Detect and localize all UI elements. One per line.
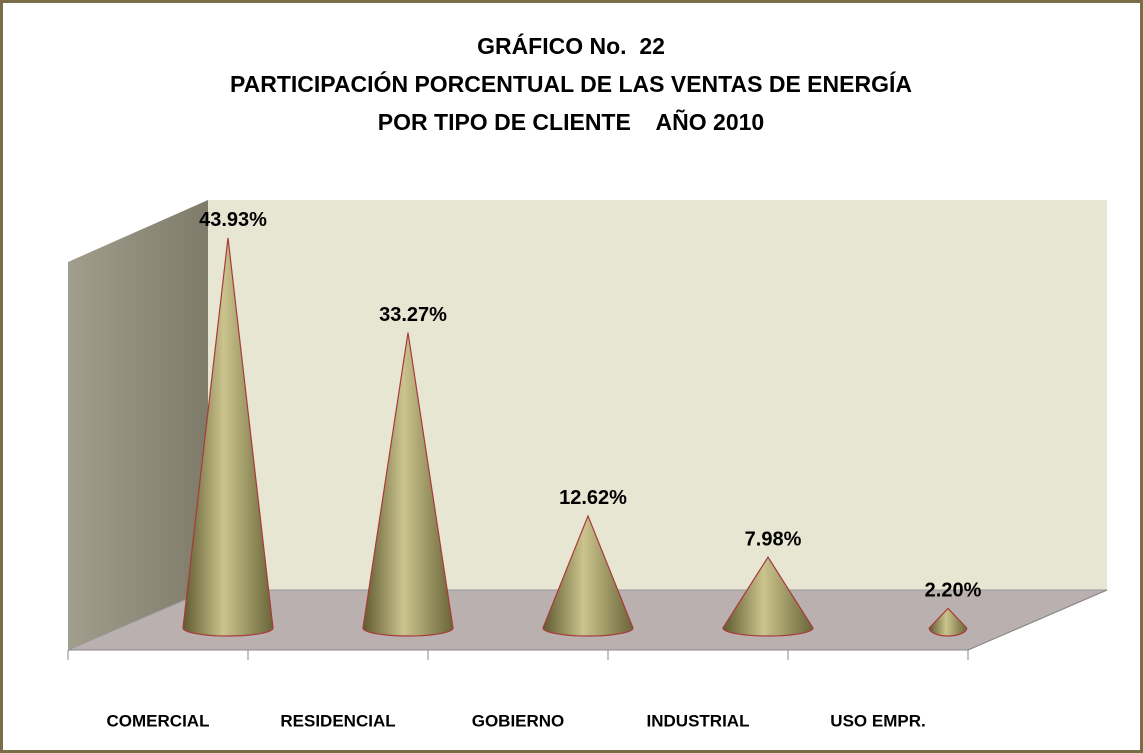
side-wall bbox=[68, 200, 208, 650]
data-label: 33.27% bbox=[379, 304, 447, 326]
x-axis-depth bbox=[967, 589, 1108, 651]
chart-title: GRÁFICO No. 22 bbox=[477, 32, 665, 59]
cone bbox=[542, 514, 634, 637]
data-label: 12.62% bbox=[559, 487, 627, 509]
chart-title: POR TIPO DE CLIENTE AÑO 2010 bbox=[378, 108, 764, 135]
x-tick-label: INDUSTRIAL bbox=[647, 711, 750, 730]
cone bbox=[928, 607, 968, 637]
cone bbox=[362, 332, 454, 637]
x-tick-label: RESIDENCIAL bbox=[280, 711, 395, 730]
data-label: 2.20% bbox=[925, 580, 982, 602]
back-wall bbox=[208, 200, 1107, 590]
data-label: 43.93% bbox=[199, 209, 267, 231]
x-tick-label: GOBIERNO bbox=[472, 711, 565, 730]
cone bbox=[182, 237, 274, 637]
chart-title: PARTICIPACIÓN PORCENTUAL DE LAS VENTAS D… bbox=[230, 70, 912, 97]
data-label: 7.98% bbox=[745, 528, 802, 550]
cone bbox=[722, 556, 814, 637]
x-tick-label: COMERCIAL bbox=[107, 711, 210, 730]
x-tick-label: USO EMPR. bbox=[830, 711, 925, 730]
